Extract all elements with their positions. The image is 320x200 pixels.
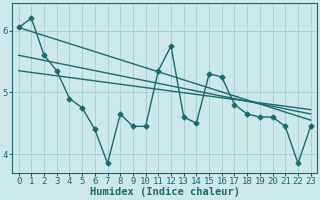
X-axis label: Humidex (Indice chaleur): Humidex (Indice chaleur): [90, 187, 240, 197]
